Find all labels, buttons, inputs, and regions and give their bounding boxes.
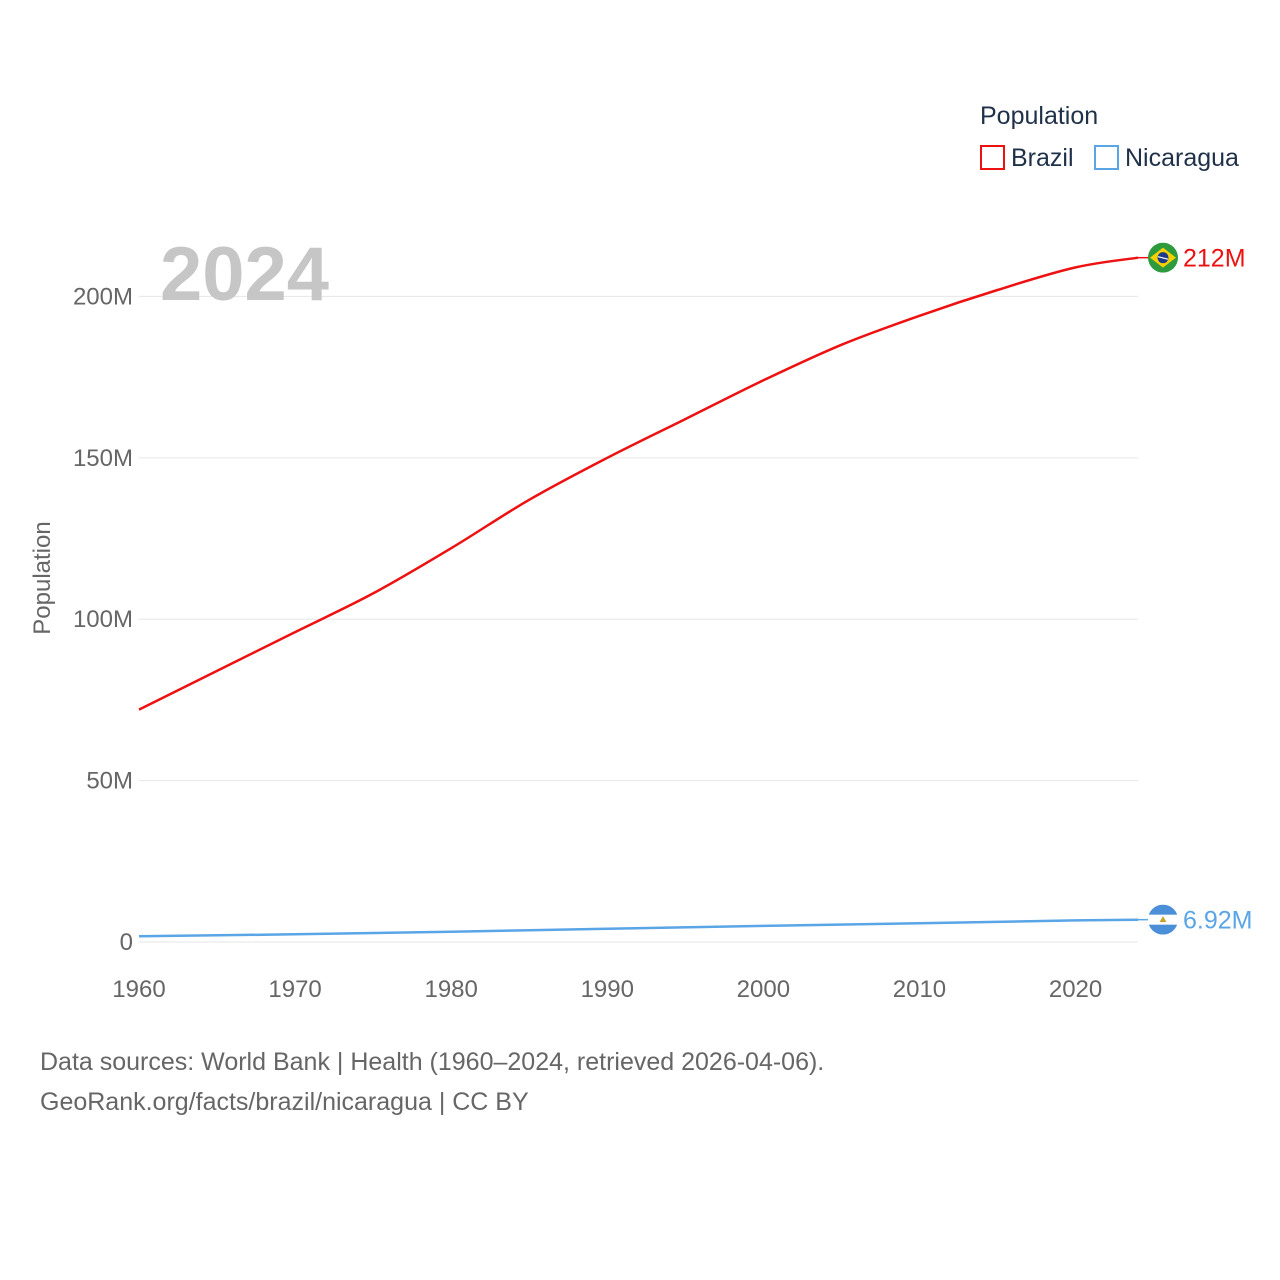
x-tick-label: 1960	[112, 976, 165, 1003]
legend-swatch-brazil	[980, 145, 1005, 170]
legend: Population Brazil Nicaragua	[980, 102, 1239, 172]
x-tick-label: 1990	[581, 976, 634, 1003]
legend-swatch-nicaragua	[1094, 145, 1119, 170]
legend-title: Population	[980, 102, 1098, 130]
series-line-nicaragua	[138, 918, 1139, 938]
y-tick-label: 100M	[73, 606, 133, 633]
series-lines	[138, 256, 1139, 938]
grid-lines	[139, 295, 1138, 943]
legend-label-brazil: Brazil	[1011, 144, 1074, 172]
series-line-brazil	[138, 256, 1139, 711]
x-tick-label: 2010	[893, 976, 946, 1003]
x-tick-label: 1980	[424, 976, 477, 1003]
year-watermark: 2024	[160, 232, 329, 317]
y-axis-ticks: 0 50M 100M 150M 200M	[73, 283, 133, 956]
end-label-brazil: 212M	[1183, 245, 1246, 273]
end-label-nicaragua: 6.92M	[1183, 907, 1252, 935]
footer-link[interactable]: GeoRank.org/facts/brazil/nicaragua | CC …	[40, 1088, 529, 1116]
y-tick-label: 150M	[73, 445, 133, 472]
legend-item-brazil[interactable]: Brazil	[980, 144, 1074, 172]
legend-label-nicaragua: Nicaragua	[1125, 144, 1239, 172]
x-axis-ticks: 1960 1970 1980 1990 2000 2010 2020	[112, 976, 1102, 1003]
y-tick-label: 200M	[73, 283, 133, 310]
footer-sources: Data sources: World Bank | Health (1960–…	[40, 1048, 825, 1076]
y-axis-title: Population	[29, 521, 56, 634]
y-tick-label: 50M	[86, 768, 133, 795]
x-tick-label: 2000	[737, 976, 790, 1003]
brazil-flag-icon	[1148, 242, 1178, 273]
x-tick-label: 1970	[268, 976, 321, 1003]
legend-item-nicaragua[interactable]: Nicaragua	[1094, 144, 1239, 172]
y-tick-label: 0	[120, 929, 133, 956]
footer: Data sources: World Bank | Health (1960–…	[40, 1042, 824, 1122]
series-endpoints: 212M 6.92M	[1138, 242, 1252, 935]
nicaragua-flag-icon	[1148, 904, 1178, 935]
x-tick-label: 2020	[1049, 976, 1102, 1003]
